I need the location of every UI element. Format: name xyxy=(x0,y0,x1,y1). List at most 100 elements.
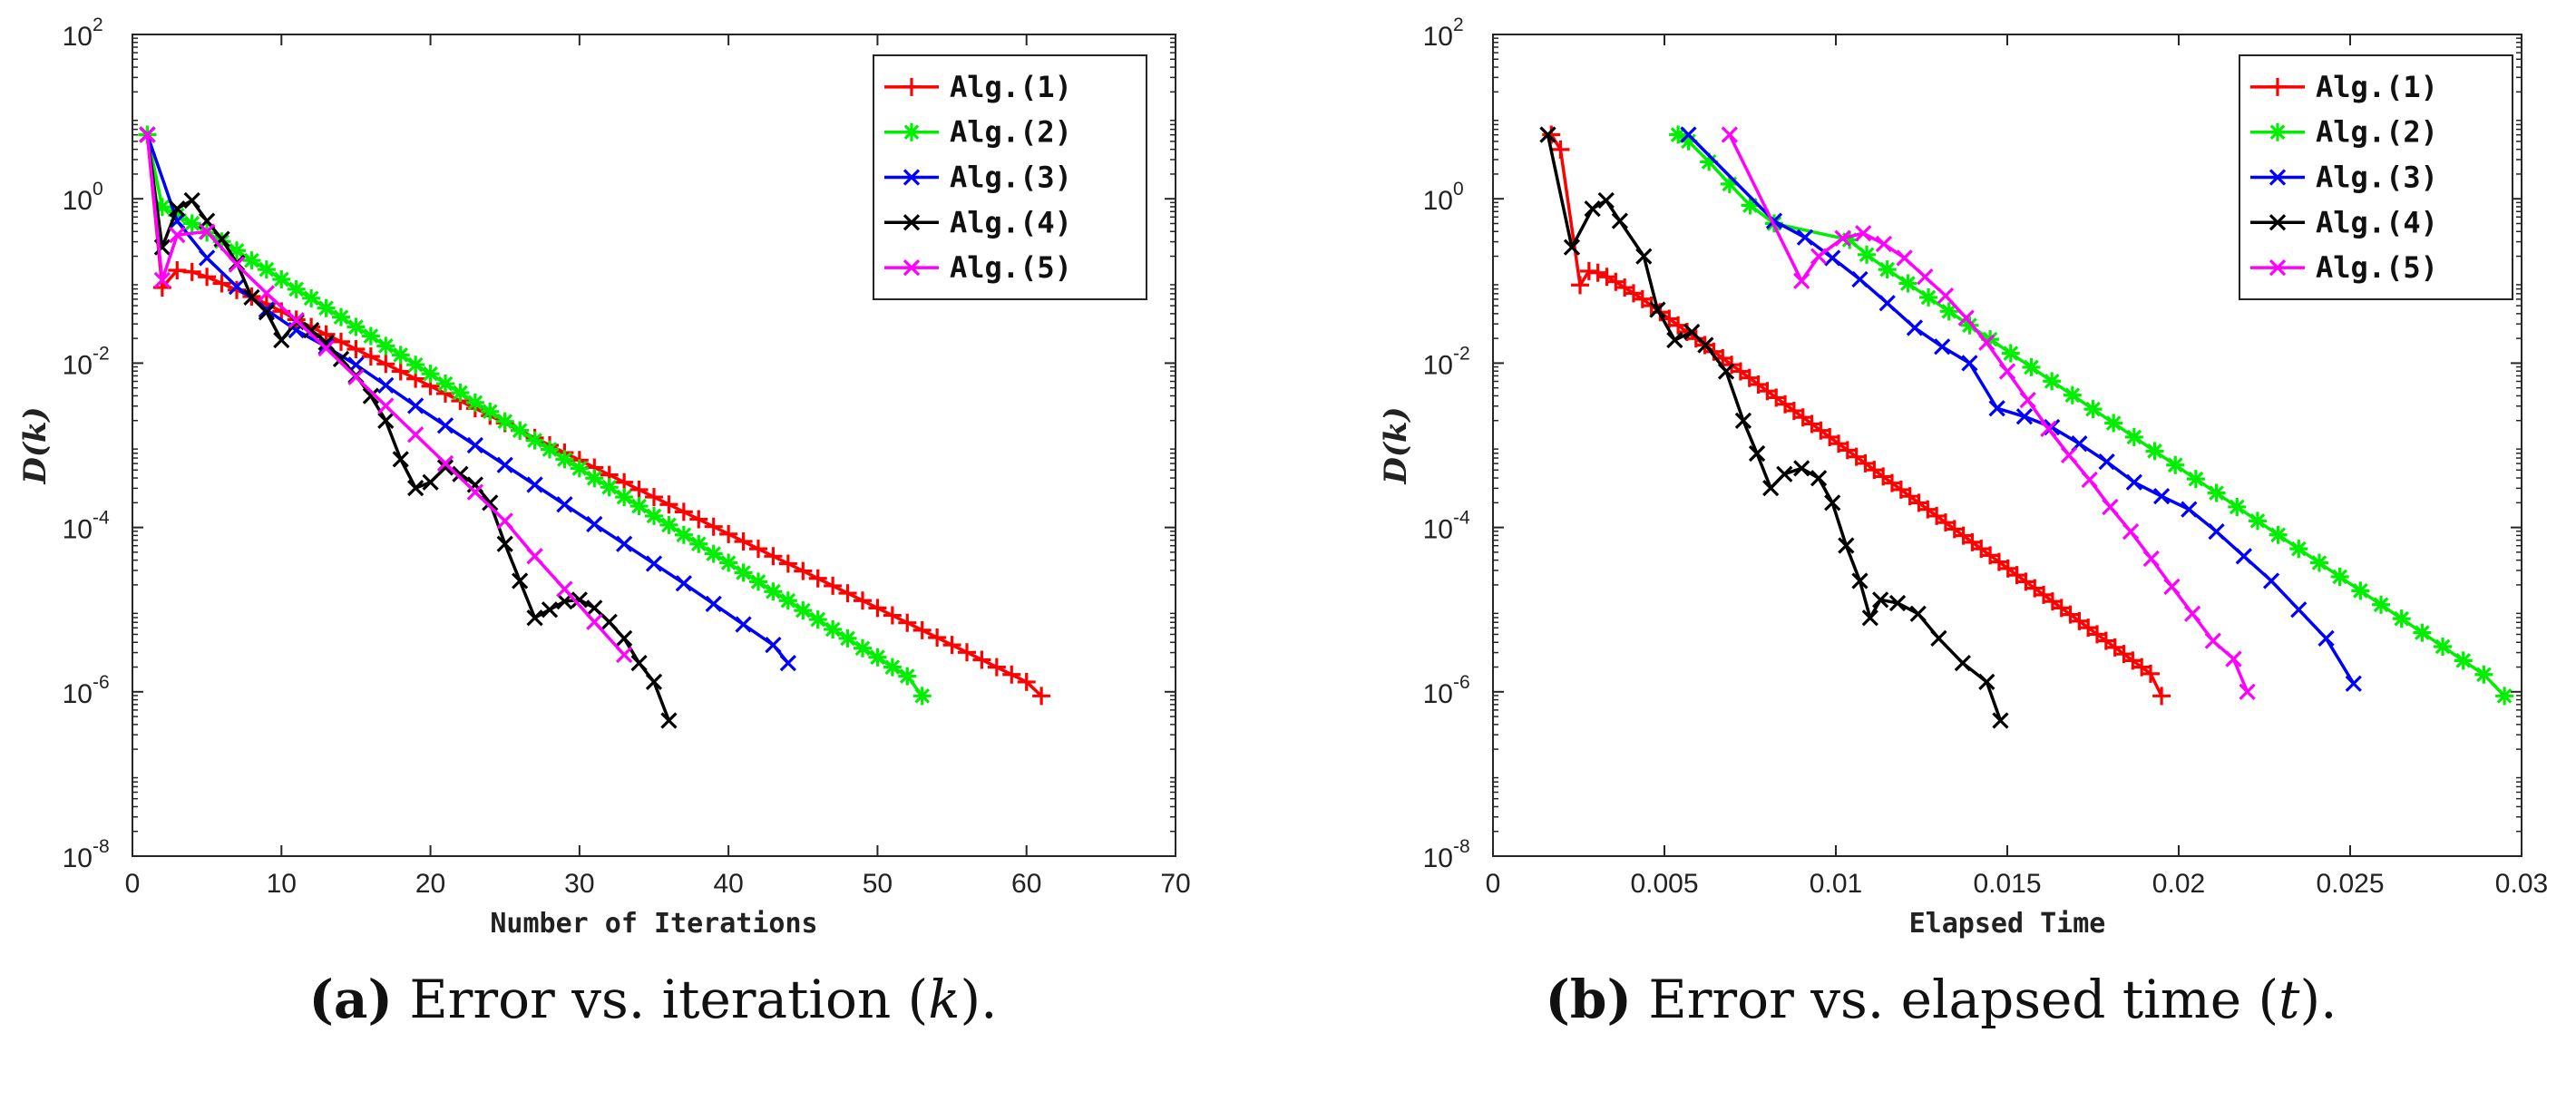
data-point xyxy=(2015,408,2034,425)
data-point xyxy=(1992,712,2009,729)
data-point xyxy=(1584,200,1601,218)
data-point xyxy=(1834,229,1851,247)
data-point xyxy=(199,223,216,240)
data-point xyxy=(2125,473,2142,491)
caption-b-text: Error vs. elapsed time ( xyxy=(1631,969,2279,1030)
x-tick-label: 0.015 xyxy=(1973,869,2041,899)
data-point xyxy=(1988,400,2005,417)
data-point xyxy=(1721,126,1738,143)
data-point xyxy=(719,524,738,543)
data-point xyxy=(898,613,917,632)
data-point xyxy=(481,402,500,421)
x-tick-label: 40 xyxy=(713,869,743,899)
x-tick-label: 0.02 xyxy=(2152,869,2205,899)
data-point xyxy=(1588,263,1607,282)
data-point xyxy=(496,512,513,530)
data-point xyxy=(1917,268,1934,286)
data-point xyxy=(361,326,380,346)
data-point xyxy=(436,459,454,476)
y-tick-label: 10 xyxy=(1423,843,1453,873)
legend-label: Alg.(1) xyxy=(950,70,1072,104)
caption-a: (a) Error vs. iteration (k). xyxy=(0,969,1306,1030)
data-point xyxy=(2142,550,2160,568)
data-point xyxy=(332,307,350,326)
data-point xyxy=(615,488,634,507)
data-point xyxy=(2290,601,2308,619)
legend-label: Alg.(4) xyxy=(950,205,1072,239)
data-point xyxy=(645,555,663,572)
data-point xyxy=(436,417,454,434)
data-point xyxy=(541,601,559,619)
x-tick-label: 50 xyxy=(863,869,893,899)
data-point xyxy=(169,200,186,218)
data-point xyxy=(645,488,663,507)
data-point xyxy=(407,479,424,497)
data-point xyxy=(765,637,782,654)
legend-label: Alg.(2) xyxy=(2316,115,2438,150)
data-point xyxy=(1551,140,1570,159)
y-tick-label: 10 xyxy=(63,22,93,52)
series-Alg.(5) xyxy=(1721,126,2256,700)
x-tick-label: 0.025 xyxy=(2316,869,2384,899)
data-point xyxy=(139,126,156,143)
data-point xyxy=(704,544,723,563)
data-point xyxy=(675,575,692,592)
data-point xyxy=(2022,357,2041,376)
data-point xyxy=(346,339,366,358)
data-point xyxy=(1840,230,1859,249)
data-point xyxy=(2019,392,2036,409)
data-point xyxy=(1720,174,1739,193)
data-point xyxy=(674,502,693,521)
data-point xyxy=(1810,248,1828,265)
data-point xyxy=(362,387,379,404)
y-tick-exponent: -2 xyxy=(93,343,110,364)
data-point xyxy=(1930,629,1947,648)
data-point xyxy=(616,535,633,552)
data-point xyxy=(212,274,231,293)
data-point xyxy=(2204,632,2221,649)
data-point xyxy=(629,480,649,499)
legend-label: Alg.(5) xyxy=(2316,250,2438,285)
data-point xyxy=(2145,442,2164,461)
data-point xyxy=(2239,683,2256,700)
data-point xyxy=(616,629,633,648)
data-point xyxy=(2495,687,2514,706)
data-point xyxy=(1700,152,1719,171)
caption-a-end: ). xyxy=(960,969,998,1030)
data-point xyxy=(2434,637,2453,656)
data-point xyxy=(391,346,410,365)
data-point xyxy=(287,279,306,298)
legend-item: Alg.(2) xyxy=(2250,115,2438,150)
data-point xyxy=(868,599,887,618)
data-point xyxy=(199,249,216,267)
x-tick-label: 70 xyxy=(1160,869,1190,899)
data-point xyxy=(2372,595,2391,614)
data-point xyxy=(1934,338,1951,356)
data-point xyxy=(585,469,604,488)
data-point xyxy=(571,591,588,609)
y-tick-exponent: 0 xyxy=(93,179,103,200)
legend-marker xyxy=(2269,214,2287,231)
data-point xyxy=(1888,594,1907,612)
data-point xyxy=(1960,316,1979,335)
data-point xyxy=(511,421,530,440)
series-Alg.(5) xyxy=(139,126,633,664)
data-point xyxy=(778,554,797,573)
data-point xyxy=(616,646,633,664)
y-tick-exponent: 2 xyxy=(93,15,103,35)
legend-item: Alg.(4) xyxy=(2250,205,2438,239)
data-point xyxy=(704,517,723,536)
legend-label: Alg.(3) xyxy=(2316,161,2438,195)
data-point xyxy=(495,412,514,431)
data-point xyxy=(302,288,321,307)
x-axis-label: Elapsed Time xyxy=(1909,908,2106,940)
legend-item: Alg.(1) xyxy=(2250,70,2438,104)
data-point xyxy=(586,515,603,533)
y-axis-label: D(k) xyxy=(1378,406,1414,484)
x-tick-label: 60 xyxy=(1011,869,1041,899)
data-point xyxy=(2060,446,2078,464)
data-point xyxy=(347,368,365,385)
data-point xyxy=(2262,572,2280,589)
data-point xyxy=(258,304,275,321)
data-point xyxy=(1579,261,1598,280)
